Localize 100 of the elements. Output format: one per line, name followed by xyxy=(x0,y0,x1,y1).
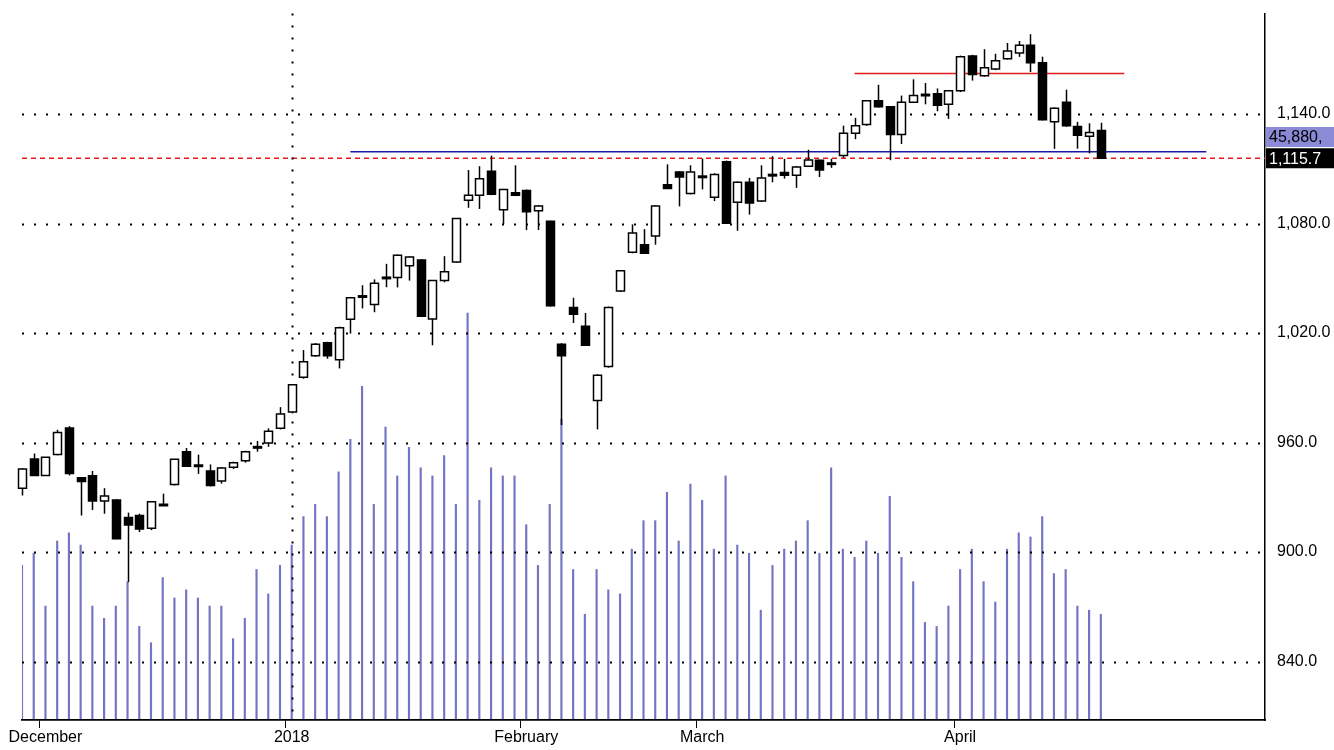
bar xyxy=(489,467,493,720)
bar xyxy=(138,626,141,720)
bar xyxy=(232,638,235,720)
bar xyxy=(794,540,798,720)
bar xyxy=(126,581,129,720)
y-tick-label: 1,020.0 xyxy=(1277,323,1331,341)
bar xyxy=(1052,573,1056,720)
bar xyxy=(325,516,328,720)
bar xyxy=(103,617,106,720)
bar xyxy=(1064,569,1067,720)
y-tick-label: 1,080.0 xyxy=(1277,213,1331,231)
bar xyxy=(384,426,387,720)
bar xyxy=(32,552,35,720)
bar xyxy=(278,565,282,720)
bar xyxy=(208,605,211,720)
bar xyxy=(91,605,94,720)
bar xyxy=(337,471,340,720)
bar xyxy=(149,642,153,720)
bar xyxy=(959,569,962,720)
bar xyxy=(431,475,434,720)
bar xyxy=(689,483,692,720)
bar xyxy=(1088,609,1091,720)
bar xyxy=(372,504,375,720)
bar xyxy=(935,626,938,720)
bar xyxy=(759,609,762,720)
bar xyxy=(654,520,657,720)
bar xyxy=(536,565,540,720)
bar xyxy=(1099,613,1102,720)
bar xyxy=(255,569,258,720)
bar xyxy=(407,447,411,720)
bar xyxy=(478,500,481,720)
x-tick-label: March xyxy=(679,728,725,746)
bar xyxy=(267,593,270,720)
bar xyxy=(22,565,24,720)
bar xyxy=(853,556,856,720)
bar xyxy=(701,500,704,720)
bar xyxy=(747,552,751,720)
bar xyxy=(830,467,833,720)
bar xyxy=(970,548,973,720)
bar xyxy=(712,548,715,720)
bar xyxy=(865,540,868,720)
bar xyxy=(771,565,774,720)
y-tick-label: 900.0 xyxy=(1277,542,1318,560)
bar xyxy=(466,312,469,720)
y-tick-label: 840.0 xyxy=(1277,652,1318,669)
bar xyxy=(982,581,985,720)
bar xyxy=(79,544,82,720)
bar xyxy=(912,581,915,720)
bar xyxy=(548,504,551,720)
bar xyxy=(923,622,927,720)
y-tick-label: 960.0 xyxy=(1277,432,1318,450)
bar xyxy=(806,520,809,720)
bar xyxy=(525,524,528,720)
bar xyxy=(196,597,199,720)
bar xyxy=(630,548,633,720)
ref-line-label: 1,115.7 xyxy=(1269,149,1322,167)
bar xyxy=(44,605,47,720)
bar xyxy=(618,593,622,720)
bar xyxy=(642,520,645,720)
bar xyxy=(1041,516,1044,720)
bar xyxy=(677,540,680,720)
text: 45,880, xyxy=(1269,128,1323,146)
bar xyxy=(876,552,880,720)
bar xyxy=(161,577,164,720)
bar xyxy=(736,544,739,720)
y-tick-label: 1,140.0 xyxy=(1277,104,1331,122)
bar xyxy=(607,589,610,720)
bar xyxy=(396,475,399,720)
bar xyxy=(114,605,117,720)
bar xyxy=(360,386,364,720)
x-tick-label: December xyxy=(8,728,84,746)
x-tick-label: April xyxy=(944,728,977,746)
bar xyxy=(513,475,516,720)
x-tick-label: 2018 xyxy=(273,728,310,746)
bar xyxy=(947,605,950,720)
bar xyxy=(1029,536,1032,720)
bar xyxy=(67,532,70,720)
bar xyxy=(595,569,598,720)
bar xyxy=(1005,548,1009,720)
bar xyxy=(783,548,786,720)
bar xyxy=(724,475,727,720)
bar xyxy=(56,540,59,720)
bar xyxy=(443,455,446,720)
bar xyxy=(419,467,422,720)
bar xyxy=(501,475,504,720)
x-tick-label: February xyxy=(494,728,559,746)
bar xyxy=(173,597,176,720)
bar xyxy=(1076,605,1079,720)
bar xyxy=(560,418,563,720)
bar xyxy=(314,504,317,720)
bar xyxy=(583,613,586,720)
bar xyxy=(220,605,223,720)
bar xyxy=(454,504,457,720)
bar xyxy=(185,589,188,720)
bar xyxy=(572,569,575,720)
bar xyxy=(1017,532,1020,720)
bar xyxy=(243,617,246,720)
bar xyxy=(818,552,821,720)
bar xyxy=(665,491,669,720)
bar xyxy=(900,556,903,720)
